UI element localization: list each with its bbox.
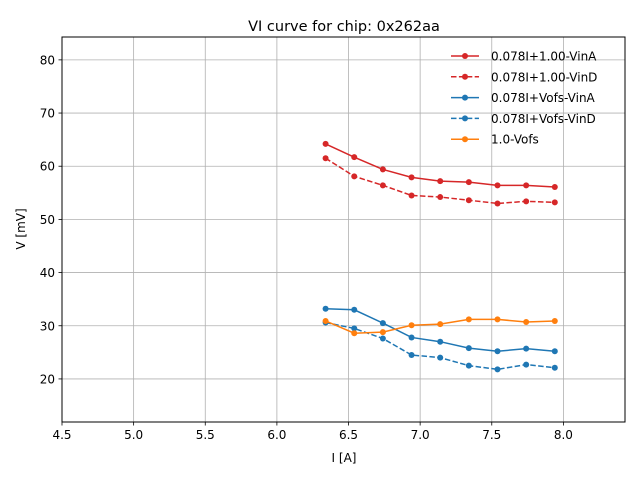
legend-marker <box>462 53 468 59</box>
legend-label: 0.078I+Vofs-VinD <box>491 112 596 126</box>
data-point <box>437 338 444 345</box>
data-point <box>322 140 329 147</box>
data-point <box>551 199 558 206</box>
series-0.078I+Vofs-VinD <box>322 319 558 373</box>
data-point <box>551 348 558 355</box>
y-tick-label: 70 <box>40 107 55 121</box>
legend-entry: 0.078I+1.00-VinA <box>451 50 597 64</box>
legend-marker <box>462 136 468 143</box>
series-line <box>325 321 555 371</box>
y-tick-label: 60 <box>40 160 55 174</box>
data-point <box>322 155 329 162</box>
legend-entry: 1.0-Vofs <box>451 133 539 147</box>
data-point <box>351 154 358 161</box>
x-tick-label: 6.0 <box>267 428 286 442</box>
legend-marker <box>462 94 468 101</box>
x-tick-label: 4.5 <box>52 428 71 442</box>
data-point <box>322 305 329 312</box>
x-tick-label: 8.0 <box>554 428 573 442</box>
data-point <box>523 182 530 189</box>
data-point <box>465 316 472 323</box>
x-tick-label: 5.5 <box>196 428 215 442</box>
data-point <box>322 317 329 324</box>
y-tick-label: 80 <box>40 53 55 67</box>
data-point <box>494 316 501 323</box>
data-point <box>465 197 472 204</box>
data-point <box>379 329 386 336</box>
data-point <box>379 320 386 327</box>
data-point <box>351 173 358 180</box>
data-point <box>551 183 558 190</box>
grid <box>61 37 625 422</box>
series-0.078I+Vofs-VinA <box>322 305 558 355</box>
y-tick-label: 30 <box>40 319 55 333</box>
legend-label: 0.078I+Vofs-VinA <box>491 91 596 105</box>
data-point <box>494 200 501 207</box>
data-point <box>408 351 415 358</box>
data-point <box>379 182 386 189</box>
data-point <box>551 364 558 371</box>
legend: 0.078I+1.00-VinA 0.078I+1.00-VinD 0.078I+V… <box>451 50 597 147</box>
data-point <box>351 306 358 313</box>
data-point <box>465 362 472 369</box>
data-point <box>523 361 530 368</box>
data-point <box>437 194 444 201</box>
y-axis-label: V [mV] <box>14 208 28 249</box>
data-point <box>551 317 558 324</box>
data-point <box>379 166 386 173</box>
legend-entry: 0.078I+Vofs-VinD <box>451 112 596 126</box>
data-point <box>408 334 415 341</box>
legend-marker <box>462 115 468 122</box>
data-point <box>523 319 530 326</box>
y-ticks: 20 30 40 50 60 70 80 <box>40 53 62 386</box>
data-point <box>494 348 501 355</box>
data-point <box>437 178 444 185</box>
y-tick-label: 50 <box>40 213 55 227</box>
series-0.078I+1.00-VinA <box>322 140 558 190</box>
data-point <box>437 354 444 361</box>
data-point <box>465 345 472 352</box>
data-point <box>379 335 386 342</box>
x-ticks: 4.5 5.0 5.5 6.0 6.5 7.0 7.5 8.0 <box>52 422 573 442</box>
legend-entry: 0.078I+Vofs-VinA <box>451 91 596 105</box>
x-tick-label: 7.0 <box>411 428 430 442</box>
x-tick-label: 5.0 <box>124 428 143 442</box>
x-axis-label: I [A] <box>332 451 357 465</box>
y-tick-label: 20 <box>40 372 55 386</box>
legend-label: 1.0-Vofs <box>491 133 539 147</box>
data-point <box>408 322 415 329</box>
legend-marker <box>462 73 468 80</box>
x-tick-label: 6.5 <box>339 428 358 442</box>
data-point <box>408 192 415 199</box>
data-point <box>465 179 472 186</box>
data-point <box>523 198 530 205</box>
data-point <box>408 174 415 181</box>
series-1.0-Vofs <box>322 316 558 337</box>
y-tick-label: 40 <box>40 266 55 280</box>
data-point <box>494 366 501 373</box>
chart-title: VI curve for chip: 0x262aa <box>248 19 440 35</box>
data-point <box>351 325 358 332</box>
legend-entry: 0.078I+1.00-VinD <box>451 70 597 84</box>
data-point <box>351 330 358 337</box>
series-layer <box>322 140 558 373</box>
data-point <box>523 345 530 352</box>
x-tick-label: 7.5 <box>482 428 501 442</box>
data-point <box>494 182 501 189</box>
data-point <box>437 321 444 328</box>
series-0.078I+1.00-VinD <box>322 155 558 207</box>
legend-label: 0.078I+1.00-VinD <box>491 70 597 84</box>
legend-label: 0.078I+1.00-VinA <box>491 50 597 64</box>
plot-frame <box>61 36 626 423</box>
